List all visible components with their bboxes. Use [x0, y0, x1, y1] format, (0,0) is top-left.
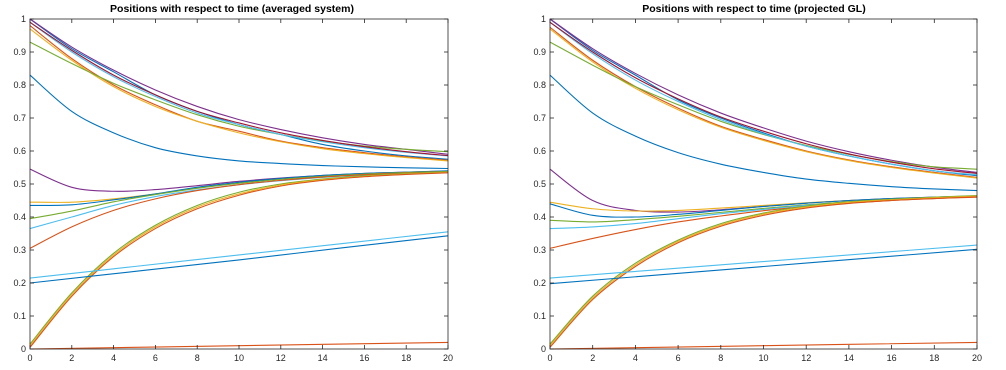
y-tick-label: 0.4 — [13, 212, 26, 222]
series-line-1 — [549, 18, 978, 177]
y-tick-label: 0.8 — [13, 80, 26, 90]
y-tick-label: 0.5 — [13, 179, 26, 189]
x-tick-label: 2 — [69, 353, 74, 363]
y-tick-label: 0.2 — [13, 278, 26, 288]
series-line-6 — [29, 21, 449, 157]
y-tick-label: 0.7 — [533, 113, 546, 123]
series-line-16 — [29, 171, 449, 347]
series-line-18 — [549, 244, 978, 279]
y-tick-label: 0.2 — [533, 278, 546, 288]
x-tick-label: 0 — [547, 353, 552, 363]
x-tick-label: 18 — [401, 353, 411, 363]
series-line-19 — [29, 235, 449, 284]
y-tick-label: 0.3 — [13, 245, 26, 255]
y-tick-label: 0.1 — [13, 311, 26, 321]
series-line-8 — [29, 74, 449, 170]
series-line-6 — [549, 21, 978, 176]
series-line-8 — [549, 74, 978, 192]
y-tick-label: 0.9 — [13, 47, 26, 57]
y-tick-label: 0.1 — [533, 311, 546, 321]
series-line-3 — [29, 28, 449, 162]
x-tick-label: 4 — [111, 353, 116, 363]
series-line-18 — [29, 231, 449, 279]
series-line-4 — [29, 18, 449, 155]
y-tick-label: 0.6 — [533, 146, 546, 156]
x-tick-label: 20 — [972, 353, 982, 363]
x-tick-label: 6 — [153, 353, 158, 363]
y-tick-label: 0.8 — [533, 80, 546, 90]
series-group — [549, 18, 978, 350]
y-tick-label: 0.5 — [533, 179, 546, 189]
series-line-14 — [29, 171, 449, 249]
series-line-3 — [549, 28, 978, 179]
x-tick-label: 10 — [234, 353, 244, 363]
x-tick-label: 12 — [276, 353, 286, 363]
x-tick-label: 14 — [844, 353, 854, 363]
series-line-12 — [29, 170, 449, 220]
plot-averaged-system: Positions with respect to time (averaged… — [13, 3, 453, 363]
series-line-10 — [29, 170, 449, 203]
y-tick-label: 0.7 — [13, 113, 26, 123]
x-tick-label: 12 — [801, 353, 811, 363]
y-tick-label: 0 — [21, 344, 26, 354]
axes-box — [29, 18, 449, 350]
series-group — [29, 18, 449, 350]
series-line-2 — [549, 26, 978, 178]
plot-projected-gl: Positions with respect to time (projecte… — [533, 3, 982, 363]
x-tick-label: 6 — [676, 353, 681, 363]
series-line-5 — [549, 41, 978, 170]
series-line-5 — [29, 41, 449, 153]
x-tick-label: 20 — [443, 353, 453, 363]
series-line-19 — [549, 248, 978, 285]
series-line-7 — [29, 21, 449, 157]
y-tick-label: 0.9 — [533, 47, 546, 57]
y-tick-label: 1 — [541, 14, 546, 24]
y-tick-label: 0.6 — [13, 146, 26, 156]
axes-box — [549, 18, 978, 350]
series-line-14 — [549, 196, 978, 249]
x-tick-label: 18 — [929, 353, 939, 363]
series-line-1 — [29, 18, 449, 160]
series-line-4 — [549, 18, 978, 173]
y-tick-label: 1 — [21, 14, 26, 24]
y-tick-label: 0.4 — [533, 212, 546, 222]
x-tick-label: 8 — [195, 353, 200, 363]
x-tick-label: 14 — [318, 353, 328, 363]
chart-title: Positions with respect to time (projecte… — [642, 3, 865, 15]
x-tick-label: 0 — [27, 353, 32, 363]
series-line-2 — [29, 25, 449, 161]
y-tick-label: 0 — [541, 344, 546, 354]
series-line-15 — [549, 195, 978, 345]
series-line-7 — [549, 21, 978, 174]
x-tick-label: 8 — [718, 353, 723, 363]
x-tick-label: 16 — [887, 353, 897, 363]
chart-title: Positions with respect to time (averaged… — [110, 3, 354, 15]
x-tick-label: 10 — [758, 353, 768, 363]
x-tick-label: 2 — [590, 353, 595, 363]
series-line-15 — [29, 171, 449, 345]
y-tick-label: 0.3 — [533, 245, 546, 255]
series-line-17 — [549, 196, 978, 348]
x-tick-label: 16 — [359, 353, 369, 363]
x-tick-label: 4 — [633, 353, 638, 363]
series-line-16 — [549, 195, 978, 347]
